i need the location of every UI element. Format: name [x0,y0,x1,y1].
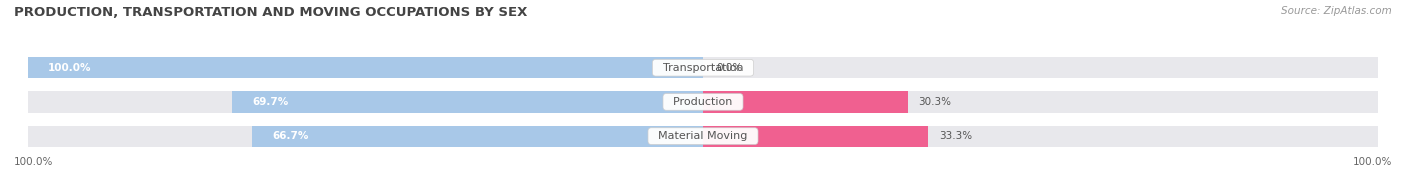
Text: 30.3%: 30.3% [918,97,952,107]
Bar [28,57,1378,78]
Text: PRODUCTION, TRANSPORTATION AND MOVING OCCUPATIONS BY SEX: PRODUCTION, TRANSPORTATION AND MOVING OC… [14,6,527,19]
Bar [28,57,703,78]
Text: 0.0%: 0.0% [717,63,742,73]
Text: 100.0%: 100.0% [48,63,91,73]
Text: 100.0%: 100.0% [14,157,53,167]
Text: Transportation: Transportation [655,63,751,73]
Bar [28,91,1378,113]
Text: 69.7%: 69.7% [253,97,288,107]
Text: 66.7%: 66.7% [273,131,309,141]
Bar [703,125,928,147]
Bar [28,125,1378,147]
Text: 33.3%: 33.3% [939,131,972,141]
Text: Material Moving: Material Moving [651,131,755,141]
Legend: Male, Female: Male, Female [641,193,765,196]
Bar [253,125,703,147]
Text: Source: ZipAtlas.com: Source: ZipAtlas.com [1281,6,1392,16]
Text: Production: Production [666,97,740,107]
Text: 100.0%: 100.0% [1353,157,1392,167]
Bar [703,91,908,113]
Bar [232,91,703,113]
